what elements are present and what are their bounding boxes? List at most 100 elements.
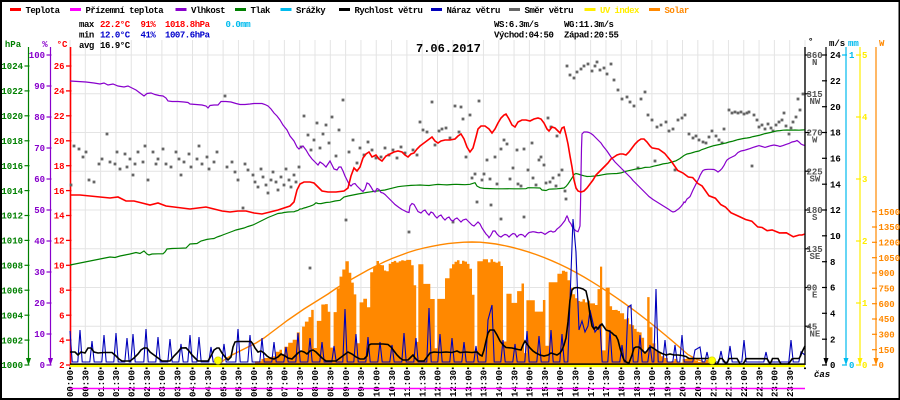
svg-text:04:00: 04:00 — [189, 370, 199, 397]
svg-text:06:30: 06:30 — [265, 370, 275, 397]
svg-text:14: 14 — [54, 212, 65, 222]
svg-text:%: % — [42, 40, 48, 50]
svg-text:4: 4 — [830, 310, 836, 320]
svg-text:1018.8hPa: 1018.8hPa — [165, 20, 211, 30]
svg-text:1: 1 — [862, 299, 868, 309]
svg-text:23:00: 23:00 — [771, 370, 781, 397]
svg-text:225: 225 — [807, 167, 823, 177]
svg-text:18:00: 18:00 — [618, 370, 628, 397]
svg-text:16: 16 — [830, 155, 841, 165]
svg-text:4: 4 — [862, 113, 868, 123]
svg-text:1018: 1018 — [1, 137, 23, 147]
svg-text:hPa: hPa — [5, 40, 22, 50]
svg-text:N: N — [812, 58, 817, 68]
svg-text:16:00: 16:00 — [556, 370, 566, 397]
svg-text:WG:11.3m/s: WG:11.3m/s — [564, 20, 614, 30]
svg-text:900: 900 — [879, 269, 895, 279]
svg-text:15:00: 15:00 — [526, 370, 536, 397]
svg-text:18: 18 — [830, 129, 841, 139]
svg-text:21:30: 21:30 — [725, 370, 735, 397]
svg-text:09:00: 09:00 — [342, 370, 352, 397]
svg-text:10:00: 10:00 — [372, 370, 382, 397]
svg-text:40: 40 — [34, 237, 45, 247]
svg-text:1008: 1008 — [1, 262, 23, 272]
svg-text:06:00: 06:00 — [250, 370, 260, 397]
svg-text:1012: 1012 — [1, 212, 23, 222]
svg-text:00:30: 00:30 — [82, 370, 92, 397]
svg-text:1500: 1500 — [879, 208, 900, 218]
svg-text:60: 60 — [34, 175, 45, 185]
svg-text:1020: 1020 — [1, 112, 23, 122]
svg-text:00:00: 00:00 — [66, 370, 76, 397]
svg-text:UV index: UV index — [600, 6, 640, 16]
svg-text:čas: čas — [814, 370, 830, 380]
svg-text:max: max — [79, 20, 95, 30]
svg-text:19:00: 19:00 — [648, 370, 658, 397]
svg-text:WS:6.3m/s: WS:6.3m/s — [494, 20, 539, 30]
svg-text:1: 1 — [849, 51, 855, 61]
svg-text:Západ:20:55: Západ:20:55 — [564, 31, 619, 41]
svg-text:03:30: 03:30 — [173, 370, 183, 397]
svg-text:min: min — [79, 31, 94, 41]
svg-text:10: 10 — [830, 232, 841, 242]
svg-text:S: S — [812, 213, 818, 223]
svg-text:20:30: 20:30 — [694, 370, 704, 397]
svg-text:1002: 1002 — [1, 336, 23, 346]
svg-text:07:00: 07:00 — [281, 370, 291, 397]
svg-text:41%: 41% — [141, 31, 157, 41]
svg-text:Východ:04:50: Východ:04:50 — [494, 31, 553, 41]
svg-text:22: 22 — [54, 112, 65, 122]
svg-text:07:30: 07:30 — [296, 370, 306, 397]
svg-text:750: 750 — [879, 285, 895, 295]
svg-text:24: 24 — [54, 87, 65, 97]
svg-text:20: 20 — [54, 137, 65, 147]
svg-text:4: 4 — [59, 336, 65, 346]
svg-text:1000: 1000 — [1, 361, 23, 371]
svg-text:22: 22 — [830, 77, 841, 87]
svg-text:1006: 1006 — [1, 286, 23, 296]
svg-text:Rychlost větru: Rychlost větru — [355, 6, 423, 16]
svg-text:300: 300 — [879, 331, 895, 341]
svg-text:21:00: 21:00 — [709, 370, 719, 397]
svg-text:6: 6 — [59, 311, 64, 321]
svg-text:20: 20 — [34, 299, 45, 309]
svg-text:12.0°C: 12.0°C — [100, 31, 131, 41]
svg-text:W: W — [879, 39, 885, 49]
svg-text:10:30: 10:30 — [388, 370, 398, 397]
svg-text:150: 150 — [879, 346, 895, 356]
svg-text:30: 30 — [34, 268, 45, 278]
svg-text:360: 360 — [807, 51, 823, 61]
svg-text:0: 0 — [849, 361, 854, 371]
svg-text:270: 270 — [807, 129, 823, 139]
svg-text:20: 20 — [830, 103, 841, 113]
svg-text:13:00: 13:00 — [464, 370, 474, 397]
svg-text:180: 180 — [807, 206, 823, 216]
svg-text:90: 90 — [34, 82, 45, 92]
svg-text:16.9°C: 16.9°C — [100, 41, 131, 51]
svg-text:18:30: 18:30 — [633, 370, 643, 397]
svg-text:450: 450 — [879, 315, 895, 325]
svg-text:08:30: 08:30 — [327, 370, 337, 397]
svg-text:0: 0 — [862, 361, 867, 371]
svg-text:17:30: 17:30 — [602, 370, 612, 397]
svg-text:02:30: 02:30 — [143, 370, 153, 397]
svg-text:8: 8 — [830, 258, 835, 268]
svg-text:19:30: 19:30 — [663, 370, 673, 397]
svg-text:Náraz větru: Náraz větru — [447, 6, 501, 16]
svg-text:SW: SW — [810, 174, 821, 184]
svg-text:02:00: 02:00 — [127, 370, 137, 397]
svg-text:avg: avg — [79, 41, 94, 51]
svg-text:90: 90 — [807, 284, 818, 294]
svg-text:°: ° — [808, 37, 813, 47]
svg-text:m/s: m/s — [829, 39, 845, 49]
svg-text:0.0mm: 0.0mm — [226, 20, 252, 30]
svg-text:0: 0 — [40, 361, 45, 371]
svg-text:91%: 91% — [141, 20, 157, 30]
svg-text:1022: 1022 — [1, 87, 23, 97]
svg-text:Srážky: Srážky — [296, 6, 326, 16]
svg-text:14:30: 14:30 — [510, 370, 520, 397]
svg-text:26: 26 — [54, 62, 65, 72]
svg-text:80: 80 — [34, 113, 45, 123]
svg-text:2: 2 — [59, 361, 64, 371]
svg-text:05:00: 05:00 — [219, 370, 229, 397]
